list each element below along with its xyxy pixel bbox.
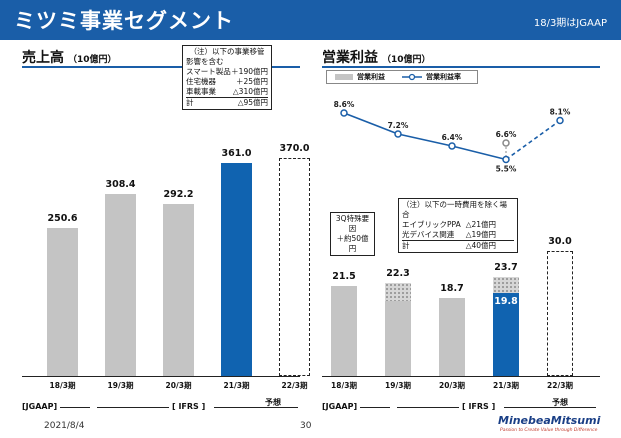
profit-category-label: 20/3期 — [439, 381, 465, 390]
company-logo: MinebeaMitsumi — [498, 414, 601, 427]
margin-point-label: 6.4% — [442, 133, 463, 142]
page-number: 30 — [300, 421, 312, 431]
margin-point-label: 8.1% — [550, 108, 571, 117]
profit-bar — [547, 250, 573, 376]
profit-axis — [322, 376, 600, 377]
margin-point-label: 7.2% — [388, 121, 409, 130]
sales-category-label: 22/3期 — [281, 381, 308, 390]
sales-category-label: 21/3期 — [223, 381, 250, 390]
profit-bar-special-portion — [493, 277, 519, 294]
legend-line-swatch — [402, 73, 422, 81]
footer-date: 2021/8/4 — [44, 421, 85, 431]
sales-title-underline — [22, 66, 300, 68]
margin-alt-point-label: 6.6% — [496, 130, 517, 139]
margin-line-forecast-segment — [505, 119, 561, 161]
profit-value-label: 21.5 — [332, 271, 356, 283]
margin-point — [394, 130, 402, 138]
sales-bar — [105, 194, 136, 376]
profit-value-label: 23.7 — [494, 262, 518, 274]
sales-value-label: 361.0 — [221, 148, 252, 159]
bracket-ifrs-right-line-a — [397, 407, 459, 408]
margin-line-segment — [451, 145, 507, 161]
profit-bar-special-portion — [385, 282, 411, 302]
margin-alt-point — [502, 139, 510, 147]
sales-value-label: 292.2 — [163, 188, 194, 200]
sales-bar — [163, 203, 194, 376]
profit-value-label: 22.3 — [386, 267, 410, 279]
sales-unit: （10億円） — [68, 55, 117, 65]
profit-category-label: 19/3期 — [385, 381, 411, 390]
sales-axis — [22, 376, 300, 377]
header-note: 18/3期はJGAAP — [533, 18, 607, 29]
profit-title-text: 営業利益 — [322, 50, 378, 66]
bracket-ifrs-right: [ IFRS ] — [462, 402, 496, 411]
forecast-label-left: 予想 — [265, 398, 281, 407]
profit-category-label: 22/3期 — [547, 381, 573, 390]
sales-note-row: 車載事業 △310億円 — [186, 87, 268, 98]
profit-cost-note-row: 光デバイス関連 △19億円 — [402, 230, 514, 241]
header-bar — [0, 0, 621, 40]
profit-bar — [331, 286, 357, 376]
profit-category-label: 18/3期 — [331, 381, 357, 390]
profit-cost-note-line1: （注）以下の一時費用を除く場合 — [402, 200, 507, 219]
sales-note-row: 住宅機器 ＋25億円 — [186, 77, 268, 86]
profit-cost-note-row: エイブリックPPA △21億円 — [402, 220, 496, 229]
bracket-jgaap-left: [JGAAP] — [22, 402, 58, 411]
bracket-ifrs-right-line-b — [504, 407, 596, 408]
profit-3q-note-line1: 3Q特殊要因 — [335, 214, 370, 233]
profit-title: 営業利益 （10億円） — [322, 47, 431, 67]
margin-point — [556, 116, 564, 125]
forecast-label-right: 予想 — [552, 398, 568, 407]
bracket-jgaap-left-line — [60, 407, 90, 408]
sales-note-row: スマート製品 ＋190億円 — [186, 67, 268, 76]
profit-legend: 営業利益 営業利益率 — [326, 70, 478, 84]
legend-bar-label: 営業利益 — [357, 73, 385, 81]
sales-value-label: 250.6 — [47, 213, 78, 225]
margin-point-label: 8.6% — [334, 100, 355, 109]
sales-value-label: 308.4 — [105, 179, 136, 191]
profit-bar — [439, 297, 465, 376]
margin-point — [340, 109, 348, 117]
profit-unit: （10億円） — [382, 55, 431, 65]
bracket-jgaap-right: [JGAAP] — [322, 402, 358, 411]
margin-line-segment — [343, 112, 399, 135]
profit-cost-note: （注）以下の一時費用を除く場合 エイブリックPPA △21億円 光デバイス関連 △1… — [398, 198, 518, 253]
sales-note-total: 計 △95億円 — [186, 98, 268, 107]
profit-inner-value-label: 19.8 — [494, 296, 518, 308]
sales-category-label: 20/3期 — [165, 381, 192, 390]
profit-value-label: 18.7 — [440, 282, 464, 294]
sales-title-text: 売上高 — [22, 50, 64, 66]
profit-title-underline — [322, 66, 600, 68]
profit-value-label: 30.0 — [548, 235, 572, 247]
bracket-ifrs-left: [ IFRS ] — [172, 402, 206, 411]
page-title: ミツミ事業セグメント — [14, 9, 234, 33]
bracket-jgaap-right-line — [360, 407, 390, 408]
margin-point — [448, 142, 456, 150]
legend-bar-swatch — [335, 74, 353, 80]
margin-line-segment — [397, 133, 453, 147]
profit-bar — [493, 277, 519, 376]
sales-bar — [47, 228, 78, 376]
sales-bar — [279, 157, 310, 376]
sales-note: （注）以下の事業移管 影響を含む スマート製品 ＋190億円 住宅機器 ＋25億円 … — [182, 45, 272, 110]
margin-line-chart: 8.6% 7.2% 6.4% 5.5% 8.1% 6.6% — [334, 100, 571, 174]
sales-category-label: 18/3期 — [49, 381, 76, 390]
legend-line-label: 営業利益率 — [426, 73, 461, 81]
profit-3q-note: 3Q特殊要因 ＋約50億円 — [330, 212, 375, 256]
sales-category-label: 19/3期 — [107, 381, 134, 390]
bracket-ifrs-left-line-a — [97, 407, 169, 408]
sales-title: 売上高 （10億円） — [22, 47, 117, 67]
sales-bar — [221, 163, 252, 376]
profit-3q-note-line2: ＋約50億円 — [336, 234, 369, 253]
margin-point — [502, 155, 510, 164]
sales-value-label: 370.0 — [279, 142, 310, 154]
margin-point-label: 5.5% — [496, 165, 517, 174]
profit-category-label: 21/3期 — [493, 381, 519, 390]
bracket-ifrs-left-line-b — [214, 407, 298, 408]
profit-cost-note-total: 計 △40億円 — [402, 241, 496, 250]
sales-note-line1: （注）以下の事業移管 — [189, 47, 265, 56]
company-tagline: Passion to Create Value through Differen… — [500, 428, 598, 433]
sales-note-line2: 影響を含む — [186, 57, 224, 66]
